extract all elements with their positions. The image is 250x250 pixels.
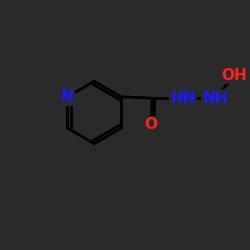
Text: O: O — [144, 117, 158, 132]
Text: N: N — [61, 90, 74, 104]
Text: HN: HN — [170, 90, 196, 106]
Text: OH: OH — [221, 68, 247, 83]
Text: NH: NH — [203, 90, 228, 106]
